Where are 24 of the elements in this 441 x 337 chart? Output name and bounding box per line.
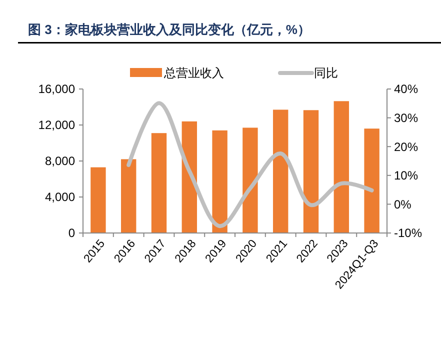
y2-tick-label: 10% <box>394 168 418 183</box>
bar <box>364 128 380 233</box>
bar <box>242 128 258 233</box>
y-tick-label: 0 <box>68 226 76 240</box>
y2-tick-label: 0% <box>394 197 412 212</box>
bar <box>121 159 136 233</box>
bar <box>151 133 167 233</box>
y2-tick-label: 20% <box>394 140 418 154</box>
chart-title: 图 3：家电板块营业收入及同比变化（亿元，%） <box>28 22 310 37</box>
y-tick-label: 8,000 <box>44 154 76 168</box>
bar <box>273 110 288 233</box>
y2-tick-label: 40% <box>394 82 418 96</box>
y-tick-label: 12,000 <box>38 118 76 132</box>
y2-tick-label: -10% <box>394 226 422 240</box>
line-series <box>126 101 374 228</box>
legend-label: 总营业收入 <box>163 66 224 80</box>
y-tick-label: 4,000 <box>44 190 76 204</box>
legend-label: 同比 <box>314 66 338 80</box>
bar <box>334 101 349 233</box>
bar <box>90 167 106 233</box>
bar <box>303 110 319 233</box>
y2-tick-label: 30% <box>394 111 418 125</box>
y-tick-label: 16,000 <box>38 82 76 96</box>
bar <box>212 130 228 233</box>
